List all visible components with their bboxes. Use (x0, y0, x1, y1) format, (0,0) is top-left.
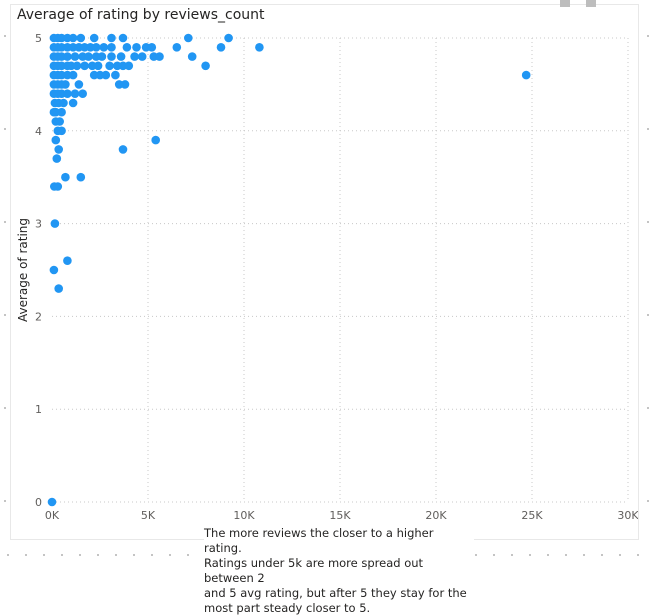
visual-header-icons (556, 0, 616, 9)
data-point[interactable] (54, 145, 63, 154)
data-point[interactable] (59, 98, 68, 108)
scatter-visual[interactable]: Average of rating by reviews_count 0 1 2 3 4… (10, 0, 639, 540)
data-point[interactable] (216, 43, 226, 52)
data-point[interactable] (118, 33, 128, 43)
data-point[interactable] (63, 52, 72, 61)
annotation-text-box[interactable]: The more reviews the closer to a higher … (204, 526, 474, 616)
data-point[interactable] (172, 43, 182, 52)
data-point[interactable] (50, 219, 60, 228)
data-point[interactable] (54, 284, 63, 293)
data-point[interactable] (132, 43, 141, 52)
data-point[interactable] (187, 52, 197, 61)
data-point[interactable] (57, 107, 66, 117)
data-point[interactable] (91, 43, 101, 52)
data-point[interactable] (111, 70, 120, 80)
data-point[interactable] (49, 107, 59, 117)
y-axis-title: Average of rating (16, 218, 30, 322)
visual-title: Average of rating by reviews_count (17, 7, 265, 23)
data-point[interactable] (76, 172, 86, 182)
y-tick-label: 5 (35, 32, 42, 45)
data-point[interactable] (97, 52, 107, 61)
data-point[interactable] (124, 61, 134, 71)
data-point[interactable] (120, 80, 130, 89)
data-point[interactable] (93, 61, 103, 71)
data-point[interactable] (130, 52, 139, 61)
more-options-icon[interactable] (586, 0, 596, 7)
data-points (47, 33, 531, 507)
data-point[interactable] (224, 33, 233, 43)
x-tick-label: 5K (141, 509, 156, 522)
y-tick-label: 3 (35, 218, 42, 231)
data-point[interactable] (70, 89, 80, 98)
data-point[interactable] (61, 80, 70, 89)
y-tick-label: 2 (35, 310, 42, 323)
y-tick-label: 0 (35, 496, 42, 509)
data-point[interactable] (80, 61, 89, 71)
data-point[interactable] (184, 33, 193, 43)
data-point[interactable] (116, 52, 126, 61)
y-tick-label: 1 (35, 403, 42, 416)
data-point[interactable] (89, 33, 99, 43)
data-point[interactable] (63, 89, 72, 98)
data-point[interactable] (255, 43, 264, 52)
scatter-chart: 0 1 2 3 4 5 0K 5K 10K 15K 20K 25K 30K Average of rati… (16, 32, 638, 522)
focus-mode-icon[interactable] (560, 0, 570, 7)
data-point[interactable] (63, 256, 72, 265)
data-point[interactable] (107, 43, 116, 52)
data-point[interactable] (61, 172, 70, 182)
data-point[interactable] (155, 52, 164, 61)
y-tick-label: 4 (35, 125, 42, 138)
data-point[interactable] (68, 98, 78, 108)
x-tick-label: 0K (45, 509, 60, 522)
data-point[interactable] (68, 70, 78, 80)
data-point[interactable] (55, 117, 64, 126)
data-point[interactable] (47, 497, 57, 507)
data-point[interactable] (118, 145, 128, 154)
data-point[interactable] (72, 61, 82, 71)
x-tick-label: 15K (329, 509, 351, 522)
data-point[interactable] (137, 52, 147, 61)
data-point[interactable] (107, 33, 116, 43)
data-point[interactable] (76, 33, 86, 43)
data-point[interactable] (201, 61, 210, 71)
x-tick-label: 30K (617, 509, 638, 522)
data-point[interactable] (122, 43, 132, 52)
data-point[interactable] (52, 154, 62, 163)
data-point[interactable] (105, 61, 114, 71)
x-tick-label: 10K (233, 509, 255, 522)
data-point[interactable] (70, 52, 80, 61)
data-point[interactable] (53, 182, 63, 191)
x-tick-label: 20K (425, 509, 447, 522)
data-point[interactable] (84, 52, 93, 61)
data-point[interactable] (99, 43, 109, 52)
data-point[interactable] (74, 80, 84, 89)
data-point[interactable] (107, 52, 116, 61)
data-point[interactable] (101, 70, 111, 80)
data-point[interactable] (49, 265, 59, 275)
data-point[interactable] (151, 135, 160, 145)
data-point[interactable] (51, 135, 61, 145)
data-point[interactable] (68, 33, 78, 43)
x-tick-label: 25K (521, 509, 543, 522)
gridlines (52, 37, 629, 503)
data-point[interactable] (78, 89, 87, 98)
data-point[interactable] (521, 70, 531, 80)
data-point[interactable] (147, 43, 157, 52)
data-point[interactable] (57, 126, 66, 136)
